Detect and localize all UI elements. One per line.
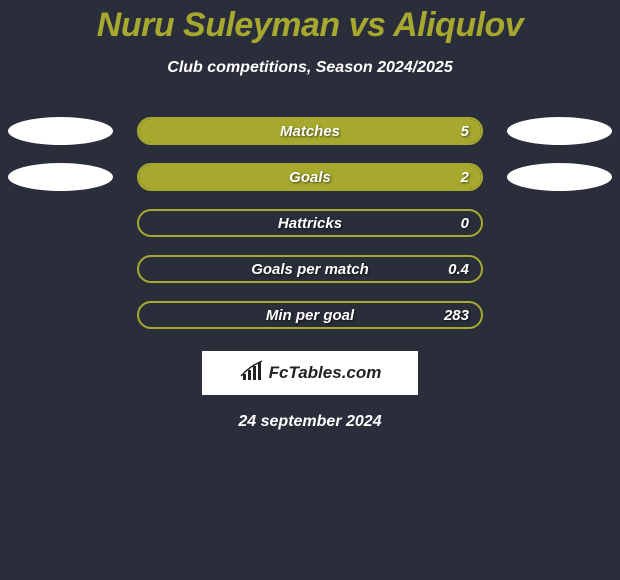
stat-label: Hattricks — [139, 211, 481, 235]
stat-label: Min per goal — [139, 303, 481, 327]
stats-container: Matches5Goals2Hattricks0Goals per match0… — [0, 117, 620, 329]
page-title: Nuru Suleyman vs Aliqulov — [0, 0, 620, 45]
stat-row: Matches5 — [0, 117, 620, 145]
right-ellipse — [507, 301, 612, 329]
left-ellipse — [8, 255, 113, 283]
stat-value: 0.4 — [448, 257, 469, 281]
stat-label: Matches — [139, 119, 481, 143]
stat-row: Goals per match0.4 — [0, 255, 620, 283]
subtitle: Club competitions, Season 2024/2025 — [0, 59, 620, 77]
stat-row: Goals2 — [0, 163, 620, 191]
stat-row: Min per goal283 — [0, 301, 620, 329]
right-ellipse — [507, 117, 612, 145]
left-ellipse — [8, 301, 113, 329]
stat-value: 5 — [461, 119, 469, 143]
stat-row: Hattricks0 — [0, 209, 620, 237]
left-ellipse — [8, 117, 113, 145]
logo-box: FcTables.com — [202, 351, 418, 395]
date-text: 24 september 2024 — [0, 413, 620, 431]
stat-bar: Min per goal283 — [137, 301, 483, 329]
stat-value: 2 — [461, 165, 469, 189]
right-ellipse — [507, 209, 612, 237]
stat-bar: Goals per match0.4 — [137, 255, 483, 283]
right-ellipse — [507, 255, 612, 283]
stat-value: 0 — [461, 211, 469, 235]
left-ellipse — [8, 209, 113, 237]
stat-label: Goals per match — [139, 257, 481, 281]
stat-bar: Hattricks0 — [137, 209, 483, 237]
chart-icon — [239, 360, 265, 387]
stat-label: Goals — [139, 165, 481, 189]
stat-bar: Goals2 — [137, 163, 483, 191]
left-ellipse — [8, 163, 113, 191]
logo-text: FcTables.com — [269, 363, 382, 383]
stat-value: 283 — [444, 303, 469, 327]
stat-bar: Matches5 — [137, 117, 483, 145]
right-ellipse — [507, 163, 612, 191]
